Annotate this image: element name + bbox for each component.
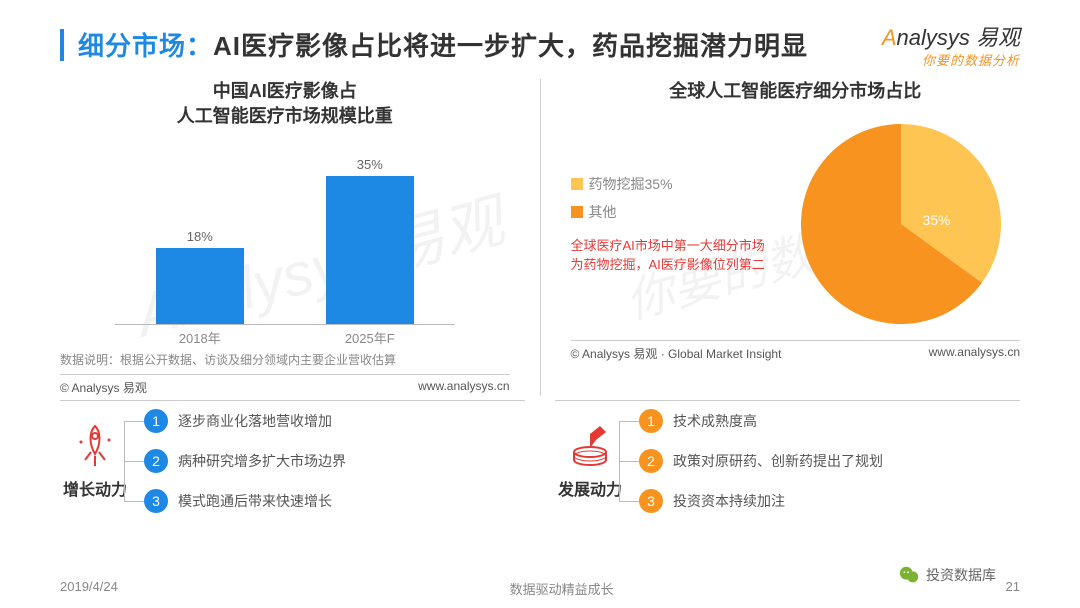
dev-points: 1 技术成熟度高 2 政策对原研药、创新药提出了规划 3 投资资本持续加注 [639,409,1020,513]
brand-logo: AAnalysysnalysys 易观 你要的数据分析 [882,20,1020,69]
driver-point: 1 逐步商业化落地营收增加 [144,409,525,433]
driver-point: 3 投资资本持续加注 [639,489,1020,513]
driver-point: 2 病种研究增多扩大市场边界 [144,449,525,473]
source-left: © Analysys 易观 · Global Market Insight [571,345,782,362]
pie-callout: 全球医疗AI市场中第一大细分市场为药物挖掘，AI医疗影像位列第二 [571,236,771,275]
legend-item: 药物挖掘35% [571,174,771,194]
source-right: www.analysys.cn [929,345,1020,362]
point-text: 病种研究增多扩大市场边界 [178,451,346,471]
footer-date: 2019/4/24 [60,579,118,598]
pie-legend-block: 药物挖掘35% 其他 全球医疗AI市场中第一大细分市场为药物挖掘，AI医疗影像位列… [571,174,771,275]
point-text: 模式跑通后带来快速增长 [178,491,332,511]
right-column: 全球人工智能医疗细分市场占比 药物挖掘35% 其他 全球医疗AI市场中第一大细分市… [571,79,1021,396]
driver-point: 1 技术成熟度高 [639,409,1020,433]
bottom-row: 增长动力 1 逐步商业化落地营收增加 2 病种研究增多扩大市场边界 3 模式跑通后带来快速… [0,400,1080,513]
point-number-badge: 2 [144,449,168,473]
brand-logo-tagline: 你要的数据分析 [882,50,1020,69]
point-text: 技术成熟度高 [673,411,757,431]
title-rest: AI医疗影像占比将进一步扩大，药品挖掘潜力明显 [213,31,808,61]
bar-chart: 18%35% 2018年2025年F [115,137,455,347]
source-row: © Analysys 易观 www.analysys.cn [60,374,510,396]
wechat-overlay: 投资数据库 [894,562,1000,588]
bar: 35% [325,157,415,325]
source-right: www.analysys.cn [418,379,509,396]
data-mining-icon: 发展动力 [555,422,625,500]
main-content: 中国AI医疗影像占 人工智能医疗市场规模比重 18%35% 2018年2025年… [0,69,1080,396]
header-accent-bar [60,29,64,61]
bar-chart-note: 数据说明：根据公开数据、访谈及细分领域内主要企业营收估算 [60,351,510,368]
title-prefix: 细分市场： [78,31,213,61]
brand-logo-main: AAnalysysnalysys 易观 [882,20,1020,52]
driver-point: 2 政策对原研药、创新药提出了规划 [639,449,1020,473]
dev-drivers-block: 发展动力 1 技术成熟度高 2 政策对原研药、创新药提出了规划 3 投资资本持续加注 [555,400,1020,513]
growth-drivers-block: 增长动力 1 逐步商业化落地营收增加 2 病种研究增多扩大市场边界 3 模式跑通后带来快速… [60,400,525,513]
point-text: 政策对原研药、创新药提出了规划 [673,451,883,471]
column-divider [540,79,541,396]
rocket-icon: 增长动力 [60,422,130,500]
legend-item: 其他 [571,202,771,222]
pie-slice-label: 35% [922,212,950,228]
pie-chart-area: 药物挖掘35% 其他 全球医疗AI市场中第一大细分市场为药物挖掘，AI医疗影像位列… [571,114,1021,334]
point-number-badge: 3 [639,489,663,513]
bar: 18% [155,229,245,325]
footer-page: 21 [1006,579,1020,598]
wechat-icon [898,564,920,586]
block-title: 增长动力 [63,476,127,500]
growth-points: 1 逐步商业化落地营收增加 2 病种研究增多扩大市场边界 3 模式跑通后带来快速增长 [144,409,525,513]
point-number-badge: 2 [639,449,663,473]
pie-chart: 35% [791,114,1011,334]
driver-point: 3 模式跑通后带来快速增长 [144,489,525,513]
point-text: 投资资本持续加注 [673,491,785,511]
bar-chart-title: 中国AI医疗影像占 人工智能医疗市场规模比重 [60,79,510,129]
footer-center: 数据驱动精益成长 [510,579,614,598]
pie-chart-title: 全球人工智能医疗细分市场占比 [571,79,1021,104]
point-text: 逐步商业化落地营收增加 [178,411,332,431]
point-number-badge: 1 [639,409,663,433]
wechat-text: 投资数据库 [926,565,996,585]
point-number-badge: 1 [144,409,168,433]
slide-title: 细分市场：AI医疗影像占比将进一步扩大，药品挖掘潜力明显 [78,26,808,63]
left-column: 中国AI医疗影像占 人工智能医疗市场规模比重 18%35% 2018年2025年… [60,79,510,396]
slide-header: 细分市场：AI医疗影像占比将进一步扩大，药品挖掘潜力明显 AAnalysysna… [0,0,1080,69]
point-number-badge: 3 [144,489,168,513]
source-row: © Analysys 易观 · Global Market Insight ww… [571,340,1021,362]
block-title: 发展动力 [558,476,622,500]
source-left: © Analysys 易观 [60,379,147,396]
